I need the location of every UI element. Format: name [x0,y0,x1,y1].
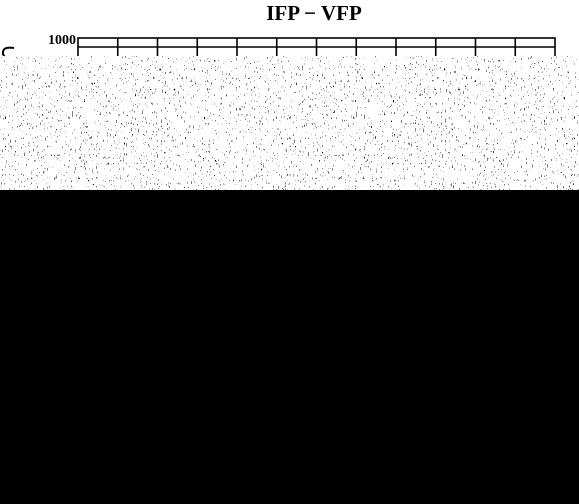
chart-title: IFP − VFP [266,1,362,25]
y-tick-label: 1000 [48,33,76,48]
page: {"header": {"title": "IFP − VFP"}, "axis… [0,0,579,504]
screenshot: IFP − VFP 1000 [0,0,579,504]
black-region [0,190,579,504]
noise-region [0,56,579,190]
